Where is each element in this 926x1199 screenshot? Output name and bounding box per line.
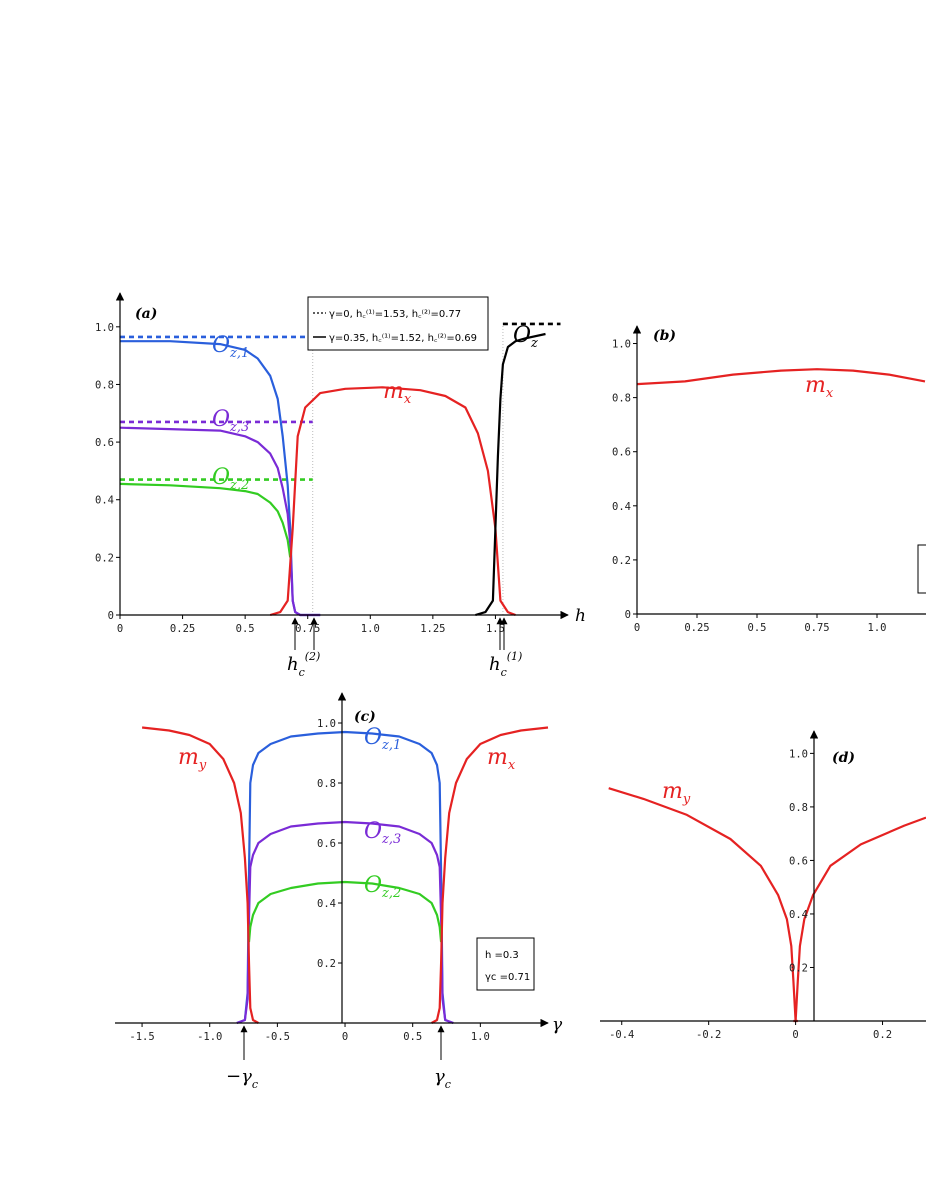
x-tick-label: -0.4 bbox=[609, 1029, 634, 1041]
panel-c-series-0 bbox=[236, 730, 454, 1025]
x-tick-label: 0.25 bbox=[170, 623, 195, 635]
label-my-c: my bbox=[178, 745, 207, 773]
x-tick-label: 1.5 bbox=[486, 623, 505, 635]
x-tick-label: 0.75 bbox=[295, 623, 320, 635]
y-tick-label: 0.8 bbox=[95, 379, 114, 391]
y-tick-label: 1.0 bbox=[95, 322, 114, 334]
y-tick-label: 0.4 bbox=[95, 495, 114, 507]
legend-entry-gamma0: γ=0, h꜀⁽¹⁾=1.53, h꜀⁽²⁾=0.77 bbox=[329, 309, 461, 320]
y-tick-label: 0.6 bbox=[612, 447, 631, 459]
panel-a-label: (a) bbox=[135, 306, 157, 322]
y-tick-label: 0.8 bbox=[789, 802, 808, 814]
annotation-hc1: hc(1) bbox=[489, 650, 522, 679]
x-tick-label: -0.2 bbox=[696, 1029, 721, 1041]
y-tick-label: 0.4 bbox=[789, 909, 808, 921]
x-tick-label: 0.5 bbox=[748, 622, 767, 634]
x-tick-label: 1.0 bbox=[868, 622, 887, 634]
y-tick-label: 1.0 bbox=[317, 718, 336, 730]
y-tick-label: 0 bbox=[108, 610, 114, 622]
panel-c-label: (c) bbox=[354, 709, 376, 725]
y-tick-label: 0.2 bbox=[95, 552, 114, 564]
panel-c-series-3 bbox=[141, 726, 259, 1024]
panel-c-series-1 bbox=[236, 820, 454, 1025]
panel-a-x-label: h bbox=[575, 606, 586, 626]
panel-d-series-0 bbox=[608, 787, 798, 1023]
y-tick-label: 0.6 bbox=[317, 838, 336, 850]
label-mx: mx bbox=[383, 379, 412, 407]
label-mx-b: mx bbox=[805, 373, 834, 401]
label-oz3: Oz,3 bbox=[212, 407, 249, 435]
x-tick-label: 0.5 bbox=[403, 1031, 422, 1043]
panel-a-series-8 bbox=[475, 332, 546, 617]
label-oz1: Oz,1 bbox=[212, 333, 249, 361]
y-tick-label: 0.2 bbox=[317, 958, 336, 970]
panel-b-label: (b) bbox=[653, 328, 676, 344]
panel-c-info-box: h =0.3 γc =0.71 bbox=[476, 937, 535, 991]
annotation-pos-gc: γc bbox=[434, 1066, 451, 1091]
x-tick-label: 0 bbox=[342, 1031, 348, 1043]
panel-a-series-6 bbox=[119, 482, 292, 558]
y-tick-label: 0.8 bbox=[612, 393, 631, 405]
x-tick-label: -1.0 bbox=[197, 1031, 222, 1043]
label-oz2: Oz,2 bbox=[212, 465, 249, 493]
label-oz1-c: Oz,1 bbox=[364, 725, 401, 753]
y-tick-label: 0.2 bbox=[612, 555, 631, 567]
panel-d-series-1 bbox=[793, 816, 926, 1023]
legend-entry-gamma035: γ=0.35, h꜀⁽¹⁾=1.52, h꜀⁽²⁾=0.69 bbox=[329, 333, 477, 344]
y-tick-label: 0.8 bbox=[317, 778, 336, 790]
panel-c: -1.5 -1.0 -0.5 0 0.5 1.0 0.2 0.4 0.6 0.8 1.0 (c) γ… bbox=[115, 692, 563, 1091]
x-tick-label: 0 bbox=[634, 622, 640, 634]
y-tick-label: 0.6 bbox=[789, 855, 808, 867]
y-tick-label: 0.4 bbox=[612, 501, 631, 513]
panel-c-series-2 bbox=[247, 880, 443, 943]
x-tick-label: 0.25 bbox=[684, 622, 709, 634]
y-tick-label: 0 bbox=[625, 609, 631, 621]
y-tick-label: 0.2 bbox=[789, 962, 808, 974]
panel-b-info-box bbox=[917, 544, 926, 594]
x-tick-label: 0 bbox=[792, 1029, 798, 1041]
panel-d: -0.4 -0.2 0 0.2 0.2 0.4 0.6 0.8 1.0 (d) my bbox=[600, 730, 926, 1041]
panel-a: 0 0.25 0.5 0.75 1.0 1.25 1.5 0 0.2 0.4 0.6 0.8 1.0 (… bbox=[95, 292, 586, 679]
panel-a-legend: γ=0, h꜀⁽¹⁾=1.53, h꜀⁽²⁾=0.77 γ=0.35, h꜀⁽¹… bbox=[307, 296, 489, 351]
label-oz3-c: Oz,3 bbox=[364, 819, 401, 847]
x-tick-label: 0.75 bbox=[804, 622, 829, 634]
y-tick-label: 0.6 bbox=[95, 437, 114, 449]
y-tick-label: 1.0 bbox=[612, 339, 631, 351]
label-mx-c: mx bbox=[487, 745, 516, 773]
x-tick-label: 0.2 bbox=[873, 1029, 892, 1041]
panel-a-series-5 bbox=[119, 426, 321, 617]
x-tick-label: 0.5 bbox=[236, 623, 255, 635]
x-tick-label: 1.0 bbox=[471, 1031, 490, 1043]
panel-a-series-7 bbox=[269, 386, 516, 617]
info-gc: γc =0.71 bbox=[485, 972, 530, 983]
x-tick-label: -1.5 bbox=[129, 1031, 154, 1043]
annotation-neg-gc: −γc bbox=[226, 1066, 258, 1091]
y-tick-label: 1.0 bbox=[789, 748, 808, 760]
label-oz: Oz bbox=[513, 323, 538, 351]
x-tick-label: 1.0 bbox=[361, 623, 380, 635]
y-tick-label: 0.4 bbox=[317, 898, 336, 910]
panel-c-x-label: γ bbox=[552, 1015, 563, 1035]
annotation-hc2: hc(2) bbox=[287, 650, 320, 679]
label-my-d: my bbox=[662, 779, 691, 807]
panel-d-label: (d) bbox=[832, 750, 855, 766]
info-h: h =0.3 bbox=[485, 950, 519, 961]
panel-c-series-4 bbox=[431, 726, 549, 1024]
panel-b: 0 0.25 0.5 0.75 1.0 0 0.2 0.4 0.6 0.8 1.0 (b) mx bbox=[612, 325, 926, 634]
x-tick-label: -0.5 bbox=[265, 1031, 290, 1043]
x-tick-label: 1.25 bbox=[420, 623, 445, 635]
x-tick-label: 0 bbox=[117, 623, 123, 635]
label-oz2-c: Oz,2 bbox=[364, 873, 401, 901]
panel-b-series-0 bbox=[636, 368, 926, 386]
